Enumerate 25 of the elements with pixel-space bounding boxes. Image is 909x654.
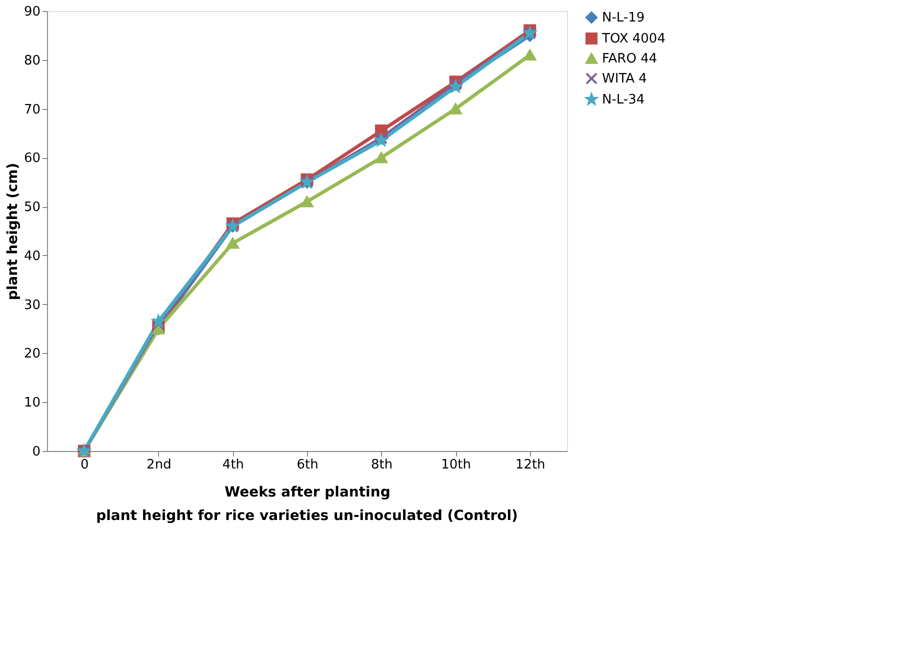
- y-tick-label: 80: [24, 53, 40, 68]
- x-axis-title: Weeks after planting: [224, 484, 390, 500]
- y-tick-label: 50: [24, 200, 40, 216]
- legend-label: TOX 4004: [601, 32, 666, 46]
- x-tick-label: 10th: [441, 458, 472, 472]
- x-tick-label: 2nd: [146, 458, 172, 472]
- legend-label: N-L-19: [602, 10, 645, 26]
- legend-label: WITA 4: [602, 72, 647, 86]
- y-tick-label: 60: [24, 151, 40, 166]
- y-tick-label: 0: [32, 444, 40, 460]
- y-tick-label: 20: [24, 346, 40, 362]
- y-axis-title: plant height (cm): [4, 162, 21, 300]
- x-tick-label: 4th: [222, 458, 244, 472]
- text: plant height for rice varieties un-inoculated (Control): [96, 508, 518, 524]
- y-tick-label: 10: [24, 396, 40, 411]
- x-tick-label: 8th: [370, 458, 393, 472]
- x-tick-label: 12th: [515, 458, 546, 472]
- legend-label: FARO 44: [602, 52, 658, 66]
- y-tick-label: 70: [24, 102, 40, 118]
- y-tick-label: 30: [24, 298, 40, 313]
- y-tick-label: 90: [24, 4, 40, 20]
- y-tick-label: 40: [24, 248, 40, 264]
- x-tick-label: 0: [80, 458, 89, 472]
- legend-label: N-L-34: [602, 92, 645, 108]
- x-tick-label: 6th: [296, 458, 318, 472]
